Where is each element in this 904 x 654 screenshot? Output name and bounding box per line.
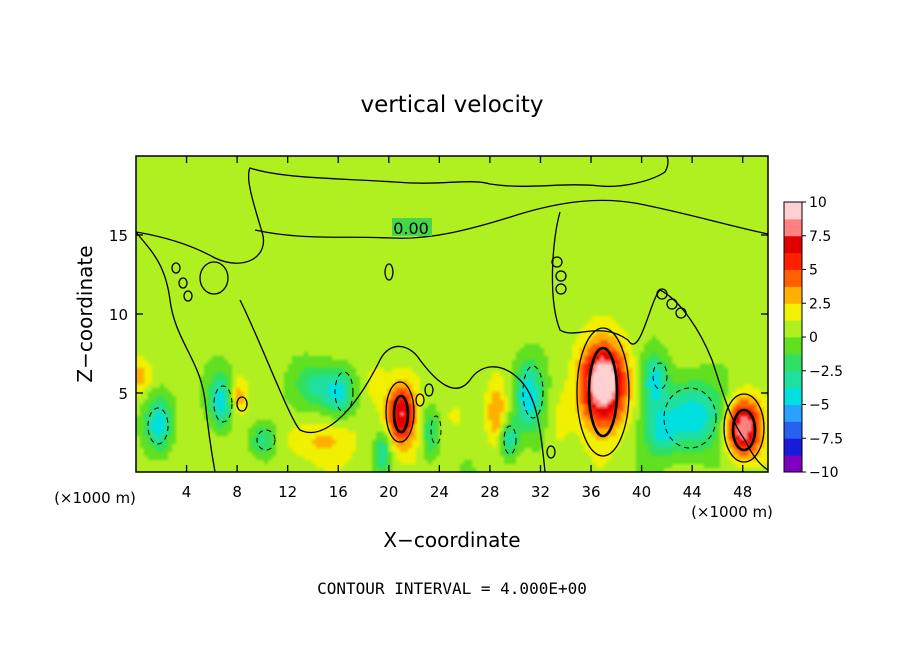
plot-area <box>136 156 768 472</box>
small-contour-g <box>555 283 567 295</box>
colorbar-tick-label: 5 <box>809 263 818 279</box>
negative-contour-b <box>213 385 233 423</box>
negative-contour-e <box>430 415 442 445</box>
colorbar-tick-label: −5 <box>809 398 830 414</box>
positive-cell-48-inner <box>731 408 757 452</box>
x-axis: 4 8 12 16 20 24 28 32 36 40 44 48 <box>182 156 752 501</box>
small-contour-k <box>415 393 425 407</box>
negative-contour-g <box>503 425 517 455</box>
small-contour-d <box>384 263 394 281</box>
colorbar-tick-label: 2.5 <box>809 296 831 312</box>
contour-value-label: 0.00 <box>393 219 429 238</box>
negative-contour-h <box>652 362 668 390</box>
small-contour-m <box>199 261 229 295</box>
small-contour-a <box>171 262 181 274</box>
negative-contour-f <box>522 365 544 419</box>
small-contour-b <box>178 277 188 289</box>
x-tick-label: 44 <box>683 483 702 501</box>
zero-contour-low <box>239 299 546 472</box>
x-tick-label: 28 <box>480 483 499 501</box>
colorbar-swatch <box>784 218 802 237</box>
zero-contour-band <box>136 231 216 472</box>
y-axis-title: Z−coordinate <box>73 245 97 382</box>
colorbar-tick-label: −10 <box>809 465 839 481</box>
zero-contour-ridge <box>254 199 768 239</box>
colorbar: 10 7.5 5 2.5 0 −2.5 −5 −7.5 −10 <box>783 195 843 481</box>
chart-title: vertical velocity <box>361 92 544 118</box>
x-tick-label: 12 <box>278 483 297 501</box>
colorbar-swatch <box>784 404 802 422</box>
colorbar-tick-label: 0 <box>809 330 818 346</box>
colorbar-swatch <box>784 202 802 220</box>
negative-contour-a <box>147 407 169 445</box>
x-tick-label: 48 <box>733 483 752 501</box>
positive-cell-21-inner <box>392 394 410 434</box>
small-contour-h <box>656 288 668 300</box>
colorbar-swatch <box>784 320 802 338</box>
x-tick-label: 32 <box>531 483 550 501</box>
x-axis-title: X−coordinate <box>383 528 520 552</box>
colorbar-swatch <box>784 286 802 304</box>
colorbar-swatch <box>784 337 802 355</box>
y-tick-label: 15 <box>109 227 128 245</box>
colorbar-swatch <box>784 269 802 287</box>
x-unit-label-left: (×1000 m) <box>54 489 136 507</box>
x-tick-label: 36 <box>581 483 600 501</box>
x-tick-label: 20 <box>379 483 398 501</box>
contour-interval-text: CONTOUR INTERVAL = 4.000E+00 <box>317 579 587 598</box>
small-contour-o <box>546 445 556 459</box>
velocity-field <box>136 156 768 472</box>
colorbar-tick-label: −7.5 <box>809 431 843 447</box>
y-tick-label: 5 <box>118 385 128 403</box>
small-contour-c <box>183 290 193 302</box>
x-tick-label: 16 <box>329 483 348 501</box>
colorbar-swatch <box>784 303 802 321</box>
colorbar-swatch <box>784 421 802 439</box>
colorbar-swatch <box>784 455 802 473</box>
colorbar-swatch <box>784 438 802 456</box>
x-tick-label: 8 <box>232 483 242 501</box>
colorbar-swatch <box>784 387 802 405</box>
y-tick-label: 10 <box>109 306 128 324</box>
colorbar-swatch <box>784 252 802 270</box>
small-contour-f <box>555 270 567 282</box>
small-contour-l <box>424 383 434 397</box>
small-contour-j <box>675 307 687 319</box>
colorbar-swatch <box>784 353 802 372</box>
colorbar-swatch <box>784 370 802 389</box>
negative-contour-d <box>334 371 354 413</box>
small-contour-e <box>551 256 563 268</box>
contour-lines <box>136 156 768 472</box>
small-contour-n <box>236 396 248 412</box>
colorbar-tick-label: 7.5 <box>809 229 831 245</box>
positive-cell-21 <box>385 381 415 443</box>
positive-cell-36-inner <box>587 346 619 438</box>
negative-contour-i <box>663 387 717 449</box>
x-tick-label: 24 <box>430 483 449 501</box>
x-tick-label: 40 <box>632 483 651 501</box>
positive-cell-48 <box>723 393 765 463</box>
colorbar-tick-label: 10 <box>809 195 827 211</box>
negative-contour-c <box>256 429 276 451</box>
colorbar-tick-label: −2.5 <box>809 364 843 380</box>
x-unit-label-right: (×1000 m) <box>691 503 773 521</box>
contour-label: 0.00 <box>392 218 432 238</box>
colorbar-swatch <box>784 235 802 254</box>
x-tick-label: 4 <box>182 483 192 501</box>
positive-cell-36 <box>576 327 630 457</box>
y-axis: 5 10 15 <box>109 227 768 403</box>
zero-contour-upper <box>136 156 669 264</box>
small-contour-i <box>666 298 678 310</box>
